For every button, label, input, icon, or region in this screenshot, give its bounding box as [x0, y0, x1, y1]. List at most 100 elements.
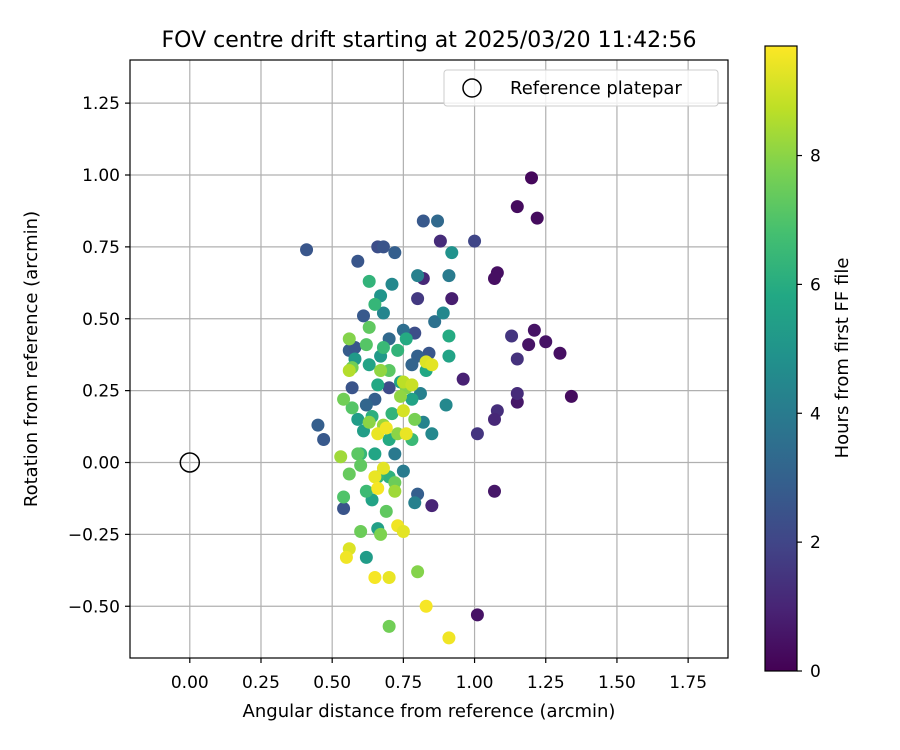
colorbar-tick-label: 4	[810, 404, 821, 424]
scatter-point	[411, 269, 425, 283]
scatter-point	[442, 269, 456, 283]
scatter-point	[553, 346, 567, 360]
legend: Reference platepar	[443, 69, 719, 107]
x-tick-label: 0.50	[313, 673, 351, 693]
y-tick-label: −0.25	[68, 525, 120, 545]
scatter-point	[399, 427, 413, 441]
scatter-point	[368, 447, 382, 461]
x-axis-label: Angular distance from reference (arcmin)	[243, 701, 616, 722]
scatter-point	[408, 412, 422, 426]
scatter-point	[362, 415, 376, 429]
scatter-point	[362, 274, 376, 288]
reference-marker-group	[179, 452, 201, 473]
scatter-point	[394, 389, 408, 403]
scatter-point	[359, 484, 373, 498]
scatter-point	[371, 378, 385, 392]
scatter-point	[337, 502, 351, 515]
y-tick-label: 0.50	[82, 310, 120, 330]
scatter-point	[379, 421, 393, 435]
scatter-point	[385, 407, 399, 421]
scatter-point	[411, 292, 425, 306]
plot-frame	[129, 59, 729, 659]
scatter-point	[376, 341, 390, 354]
scatter-point	[342, 364, 356, 377]
scatter-point	[368, 571, 382, 584]
scatter-point	[339, 550, 353, 564]
scatter-point	[411, 565, 425, 579]
colorbar-tick-label: 2	[810, 533, 821, 553]
scatter-point	[388, 484, 402, 498]
scatter-point	[396, 525, 410, 538]
scatter-point	[376, 240, 390, 254]
x-tick-label: 1.75	[669, 673, 707, 693]
scatter-point	[425, 358, 439, 372]
scatter-point	[376, 461, 390, 475]
scatter-point	[436, 306, 450, 320]
scatter-point	[442, 631, 456, 645]
scatter-point	[470, 608, 484, 622]
plot-area: 0.00 0.25 0.50 0.75 1.00 1.25 1.50 1.75 −0.50−0…	[68, 59, 729, 693]
scatter-point	[359, 398, 373, 412]
scatter-point	[311, 418, 325, 432]
scatter-point	[359, 550, 373, 564]
colorbar: 0 2 4 6 8 Hours from first FF file	[764, 45, 853, 682]
colorbar-label: Hours from first FF file	[832, 258, 853, 459]
scatter-point	[399, 332, 413, 346]
scatter-point	[317, 433, 331, 446]
scatter-point	[368, 297, 382, 311]
scatter-point	[468, 234, 482, 248]
scatter-point	[442, 329, 456, 343]
scatter-point	[405, 392, 419, 406]
scatter-point	[382, 619, 396, 633]
legend-entry-reference: Reference platepar	[510, 78, 682, 99]
x-tick-label: 0.00	[171, 673, 209, 693]
scatter-point	[433, 234, 447, 248]
scatter-point	[439, 398, 453, 412]
legend-box	[443, 69, 719, 107]
scatter-point	[351, 254, 365, 268]
scatter-point	[510, 352, 524, 366]
scatter-point	[510, 387, 524, 400]
scatter-point	[530, 211, 544, 225]
scatter-point	[385, 277, 399, 291]
scatter-point	[354, 525, 368, 538]
colorbar-tick-label: 8	[810, 147, 821, 167]
scatter-point	[382, 571, 396, 584]
scatter-point	[539, 335, 553, 349]
scatter-point	[405, 358, 419, 372]
y-tick-label: 0.75	[82, 238, 120, 258]
scatter-point	[357, 309, 371, 323]
scatter-point	[345, 381, 359, 395]
scatter-point	[564, 389, 578, 403]
scatter-point	[382, 381, 396, 395]
scatter-point	[376, 306, 390, 320]
colorbar-tick-label: 6	[810, 275, 821, 295]
scatter-point	[337, 392, 351, 406]
scatter-point	[345, 401, 359, 415]
y-tick-label: 0.00	[82, 454, 120, 474]
x-tick-label: 1.00	[456, 673, 494, 693]
scatter-point	[374, 527, 388, 541]
scatter-point	[354, 458, 368, 472]
scatter-point	[416, 214, 430, 228]
scatter-point	[300, 243, 314, 257]
scatter-point	[408, 496, 422, 510]
y-axis-label: Rotation from reference (arcmin)	[21, 211, 42, 507]
y-tick-label: 1.00	[82, 166, 120, 186]
scatter-point	[456, 372, 470, 386]
x-tick-label: 1.50	[598, 673, 636, 693]
scatter-points	[300, 171, 578, 645]
y-tick-label: 0.25	[82, 382, 120, 402]
scatter-point	[337, 490, 351, 504]
scatter-point	[505, 329, 519, 343]
y-tick-label: −0.50	[68, 597, 120, 617]
scatter-point	[442, 349, 456, 363]
scatter-point	[388, 246, 402, 260]
scatter-point	[396, 404, 410, 418]
scatter-point	[334, 450, 348, 464]
colorbar-tick-label: 0	[810, 662, 821, 682]
scatter-point	[362, 320, 376, 334]
scatter-point	[428, 315, 442, 329]
x-axis-ticks: 0.00 0.25 0.50 0.75 1.00 1.25 1.50 1.75	[171, 658, 707, 693]
scatter-point	[445, 292, 459, 306]
